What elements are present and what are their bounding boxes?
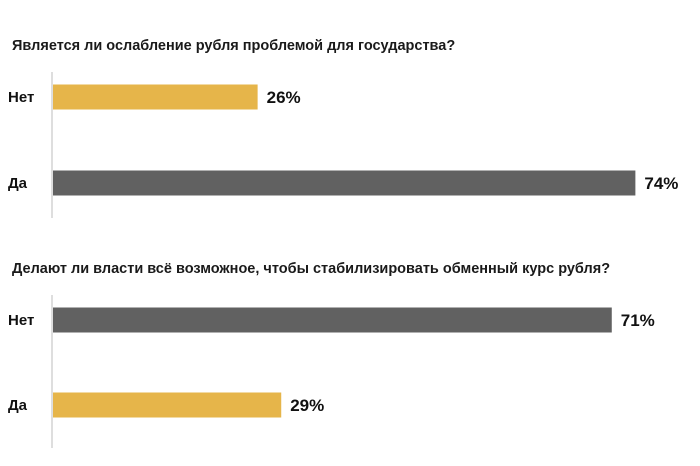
- chart-2-title: Делают ли власти всё возможное, чтобы ст…: [12, 261, 610, 277]
- bar: [53, 84, 258, 110]
- chart-1: Является ли ослабление рубля проблемой д…: [8, 38, 678, 218]
- bar: [53, 170, 636, 196]
- category-label: Да: [8, 397, 28, 414]
- chart-2-bars: Нет 71% Да 29%: [8, 307, 655, 418]
- category-label: Нет: [8, 89, 34, 106]
- chart-1-title: Является ли ослабление рубля проблемой д…: [12, 38, 455, 54]
- category-label: Да: [8, 175, 28, 192]
- value-label: 71%: [621, 311, 655, 330]
- chart-1-bars: Нет 26% Да 74%: [8, 84, 678, 196]
- chart-2: Делают ли власти всё возможное, чтобы ст…: [8, 261, 655, 448]
- bar: [53, 307, 612, 333]
- bar: [53, 392, 282, 418]
- value-label: 29%: [290, 396, 324, 415]
- category-label: Нет: [8, 312, 34, 329]
- value-label: 26%: [267, 88, 301, 107]
- value-label: 74%: [644, 174, 678, 193]
